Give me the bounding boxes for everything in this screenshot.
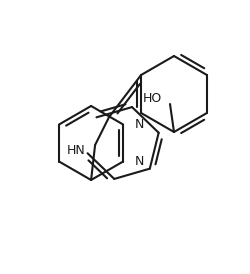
Text: N: N: [135, 155, 144, 168]
Text: HO: HO: [143, 93, 162, 105]
Text: N: N: [135, 118, 144, 131]
Text: HN: HN: [66, 144, 85, 156]
